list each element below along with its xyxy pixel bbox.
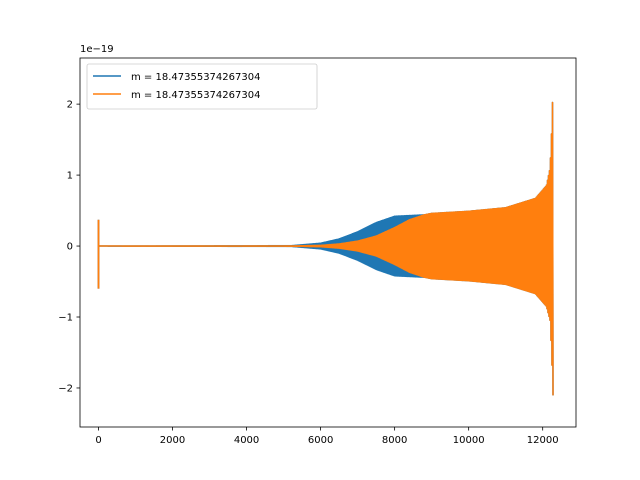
y-tick-label: 1 [67,171,73,182]
series-2 [97,101,554,396]
y-tick-label: 0 [67,242,73,253]
x-axis: 0 2000 4000 6000 8000 10000 12000 [95,427,559,446]
legend-label-series-1: m = 18.47355374267304 [131,72,260,83]
axes-frame [79,57,577,428]
x-tick-label: 8000 [382,435,407,446]
y-offset-text: 1e−19 [80,44,114,55]
y-tick-label: −1 [58,313,73,324]
series-layer [97,101,554,396]
legend: m = 18.47355374267304 m = 18.47355374267… [86,63,318,110]
x-tick-label: 10000 [453,435,485,446]
x-tick-label: 2000 [160,435,185,446]
series-line-2 [98,101,554,396]
y-axis: −2 −1 0 1 2 [58,100,80,395]
x-tick-label: 4000 [234,435,259,446]
x-tick-label: 6000 [308,435,333,446]
y-tick-label: −2 [58,384,73,395]
y-tick-label: 2 [67,100,73,111]
x-tick-label: 0 [95,435,101,446]
legend-box [86,63,318,110]
x-tick-label: 12000 [527,435,559,446]
legend-label-series-2: m = 18.47355374267304 [131,90,260,101]
